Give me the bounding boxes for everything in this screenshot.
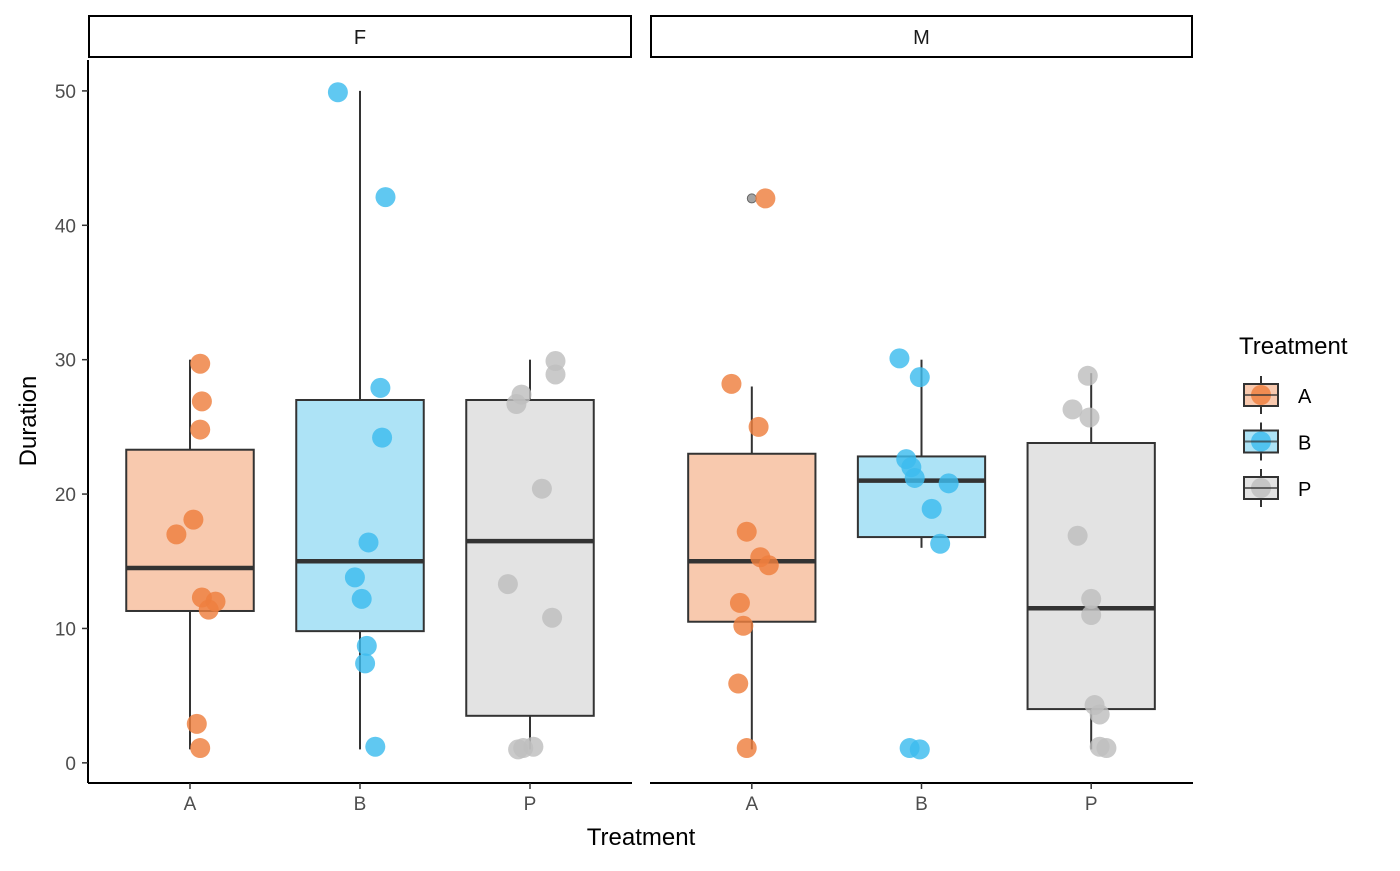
data-point xyxy=(1089,704,1110,725)
data-point xyxy=(909,739,930,760)
legend-title: Treatment xyxy=(1239,333,1348,360)
data-point xyxy=(748,416,769,437)
data-point xyxy=(358,532,379,553)
data-point xyxy=(728,673,749,694)
y-axis-title: Duration xyxy=(15,376,42,467)
data-point xyxy=(198,599,219,620)
data-point xyxy=(186,713,207,734)
box-group-F-B: B xyxy=(295,82,425,815)
data-point xyxy=(758,555,779,576)
data-point xyxy=(930,533,951,554)
data-point xyxy=(497,574,518,595)
data-point xyxy=(356,635,377,656)
facet-strip xyxy=(88,15,632,58)
data-point xyxy=(190,419,211,440)
facet-strip xyxy=(650,15,1193,58)
legend: Treatment A B P xyxy=(1239,333,1348,507)
box xyxy=(465,398,595,717)
box-group-M-B: B xyxy=(856,348,987,815)
data-point xyxy=(721,373,742,394)
data-point xyxy=(190,353,211,374)
data-point xyxy=(1081,605,1102,626)
data-point xyxy=(736,521,757,542)
data-point xyxy=(1079,407,1100,428)
y-tick-label: 0 xyxy=(65,754,76,775)
data-point xyxy=(938,473,959,494)
legend-entry-B: B xyxy=(1243,422,1311,461)
data-point xyxy=(1081,588,1102,609)
y-tick-label: 50 xyxy=(55,82,76,103)
data-point xyxy=(1096,738,1117,759)
data-point xyxy=(365,736,386,757)
data-point xyxy=(370,377,391,398)
data-point xyxy=(904,467,925,488)
data-point xyxy=(729,592,750,613)
data-point xyxy=(889,348,910,369)
y-tick-label: 20 xyxy=(55,485,76,506)
facet-strip-label: M xyxy=(913,27,930,49)
panel-M: M A B P xyxy=(650,15,1193,815)
y-tick-label: 40 xyxy=(55,216,76,237)
x-tick-label: A xyxy=(745,794,758,815)
box xyxy=(856,455,987,539)
box-group-F-A: A xyxy=(125,353,255,815)
data-point xyxy=(736,738,757,759)
legend-entry-A: A xyxy=(1243,376,1312,414)
x-axis-title: Treatment xyxy=(587,824,696,851)
data-point xyxy=(531,478,552,499)
y-tick-label: 30 xyxy=(55,351,76,372)
data-point xyxy=(733,615,754,636)
outlier-point xyxy=(746,193,757,204)
data-point xyxy=(506,394,527,415)
data-point xyxy=(375,187,396,208)
legend-label: B xyxy=(1298,433,1311,455)
data-point xyxy=(344,567,365,588)
data-point xyxy=(542,607,563,628)
box-group-F-P: P xyxy=(465,351,595,815)
legend-label: A xyxy=(1298,386,1312,408)
box-group-M-P: P xyxy=(1026,365,1156,815)
x-tick-label: A xyxy=(184,794,197,815)
data-point xyxy=(355,653,376,674)
data-point xyxy=(191,391,212,412)
legend-entry-P: P xyxy=(1243,469,1311,507)
box xyxy=(125,448,255,612)
box xyxy=(1026,442,1156,711)
data-point xyxy=(351,588,372,609)
box-group-M-A: A xyxy=(687,188,817,815)
data-point xyxy=(1062,399,1083,420)
panels: F 0 10 20 30 40 50 A B P M A B P xyxy=(55,15,1193,815)
data-point xyxy=(921,498,942,519)
data-point xyxy=(1067,525,1088,546)
y-tick-label: 10 xyxy=(55,619,76,640)
data-point xyxy=(755,188,776,209)
x-tick-label: P xyxy=(524,794,537,815)
data-point xyxy=(327,82,348,103)
data-point xyxy=(190,738,211,759)
data-point xyxy=(372,427,393,448)
x-tick-label: B xyxy=(915,794,928,815)
x-tick-label: B xyxy=(354,794,367,815)
data-point xyxy=(909,367,930,388)
legend-label: P xyxy=(1298,479,1311,501)
data-point xyxy=(166,524,187,545)
data-point xyxy=(545,364,566,385)
panel-F: F 0 10 20 30 40 50 A B P xyxy=(55,15,632,815)
data-point xyxy=(183,509,204,530)
data-point xyxy=(508,739,529,760)
facet-strip-label: F xyxy=(354,27,366,49)
x-tick-label: P xyxy=(1085,794,1098,815)
data-point xyxy=(1077,365,1098,386)
